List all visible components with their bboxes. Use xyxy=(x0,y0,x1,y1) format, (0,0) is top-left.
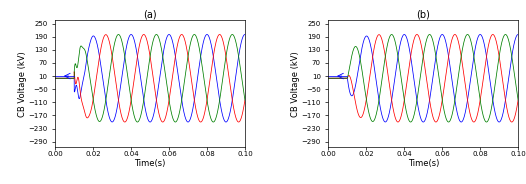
X-axis label: Time(s): Time(s) xyxy=(408,159,439,168)
Y-axis label: CB Voltage (kV): CB Voltage (kV) xyxy=(18,51,27,117)
X-axis label: Time(s): Time(s) xyxy=(135,159,166,168)
Title: (b): (b) xyxy=(416,9,430,20)
Title: (a): (a) xyxy=(143,9,157,20)
Y-axis label: CB Voltage (kV): CB Voltage (kV) xyxy=(291,51,300,117)
